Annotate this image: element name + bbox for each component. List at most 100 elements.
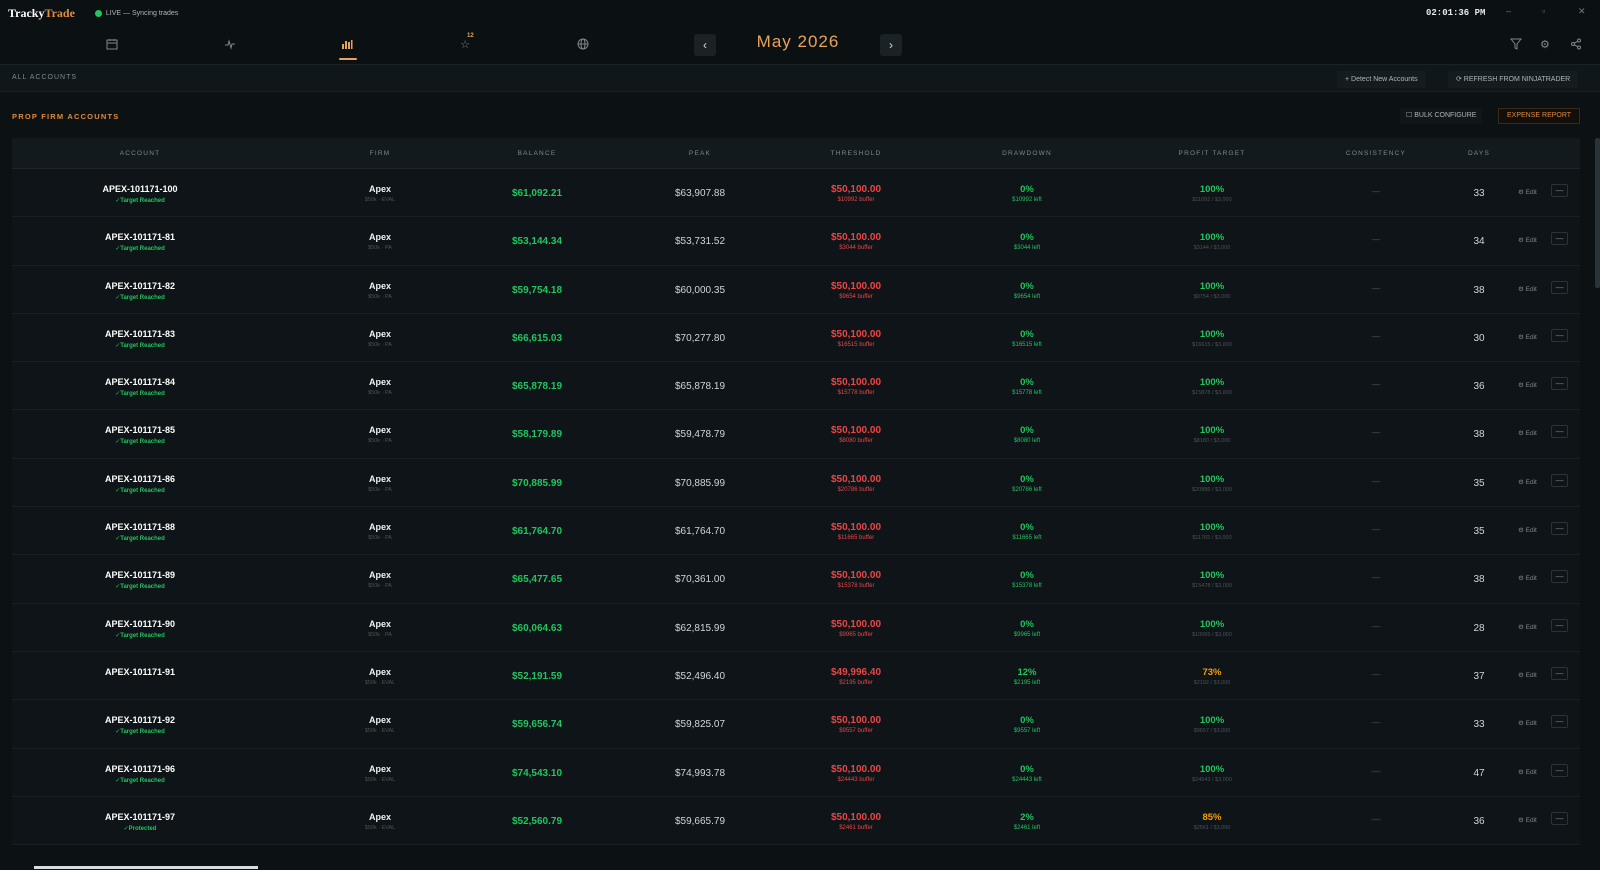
all-accounts-label: ALL ACCOUNTS: [12, 74, 78, 81]
table-row[interactable]: APEX-101171-81 ✓Target Reached Apex $50k · …: [12, 217, 1580, 266]
remove-button[interactable]: —: [1551, 280, 1568, 294]
table-row[interactable]: APEX-101171-90 ✓Target Reached Apex $50k · …: [12, 603, 1580, 652]
edit-button[interactable]: ⚙ Edit: [1518, 478, 1537, 486]
remove-button[interactable]: —: [1551, 618, 1568, 632]
firm-name: Apex: [368, 328, 392, 339]
edit-button[interactable]: ⚙ Edit: [1518, 189, 1537, 196]
filter-icon[interactable]: [1509, 38, 1523, 53]
prev-month-button[interactable]: ‹: [694, 34, 716, 56]
table-row[interactable]: APEX-101171-88 ✓Target Reached Apex $50k · …: [12, 507, 1580, 556]
calendar-icon[interactable]: [105, 38, 119, 52]
accounts-table: ACCOUNT FIRM BALANCE PEAK THRESHOLD DRAWDOWN P…: [12, 138, 1580, 846]
minimize-icon[interactable]: –: [1506, 6, 1512, 16]
balance-value: $66,615.03: [511, 332, 563, 344]
table-row[interactable]: APEX-101171-82 ✓Target Reached Apex $50k · …: [12, 265, 1580, 314]
drawdown-value: 0%: [1020, 280, 1034, 292]
column-header[interactable]: ACCOUNT: [119, 150, 161, 157]
remove-button[interactable]: —: [1551, 184, 1568, 197]
remove-button[interactable]: —: [1551, 666, 1568, 680]
peak-value: $65,878.19: [674, 381, 726, 393]
remove-button[interactable]: —: [1551, 570, 1568, 584]
column-header[interactable]: BALANCE: [517, 150, 557, 157]
threshold-value: $50,100.00: [830, 618, 882, 630]
remove-button[interactable]: —: [1551, 715, 1568, 729]
threshold-value: $50,100.00: [830, 473, 882, 485]
refresh-ninjatrader-button[interactable]: ⟳ REFRESH FROM NINJATRADER: [1448, 71, 1579, 88]
globe-icon[interactable]: [576, 38, 590, 52]
next-month-button[interactable]: ›: [880, 34, 902, 56]
account-status: ✓Target Reached: [115, 198, 165, 204]
expense-report-button[interactable]: EXPENSE REPORT: [1498, 108, 1581, 124]
drawdown-left: $15778 left: [1012, 390, 1042, 397]
close-icon[interactable]: ✕: [1578, 6, 1586, 16]
edit-button[interactable]: ⚙ Edit: [1518, 382, 1537, 390]
gear-icon[interactable]: ⚙: [1540, 39, 1550, 51]
accounts-chart-icon[interactable]: [340, 38, 354, 52]
scrollbar[interactable]: [1595, 138, 1600, 288]
remove-button[interactable]: —: [1551, 377, 1568, 391]
days-value: 35: [1473, 526, 1485, 538]
table-header: ACCOUNT FIRM BALANCE PEAK THRESHOLD DRAWDOWN P…: [12, 138, 1580, 169]
table-row[interactable]: APEX-101171-86 ✓Target Reached Apex $50k · …: [12, 458, 1580, 508]
edit-button[interactable]: ⚙ Edit: [1518, 575, 1537, 583]
remove-button[interactable]: —: [1551, 473, 1568, 487]
remove-button[interactable]: —: [1551, 328, 1568, 342]
table-row[interactable]: APEX-101171-89 ✓Target Reached Apex $50k · …: [12, 555, 1580, 604]
table-row[interactable]: APEX-101171-91 Apex $50k · EVAL $52,191.59 $…: [12, 651, 1580, 701]
profit-target-value: 100%: [1199, 763, 1225, 775]
edit-button[interactable]: ⚙ Edit: [1518, 285, 1537, 293]
column-header[interactable]: DAYS: [1467, 150, 1491, 157]
edit-button[interactable]: ⚙ Edit: [1518, 816, 1537, 824]
bulk-configure-button[interactable]: ☐ BULK CONFIGURE: [1400, 108, 1483, 124]
balance-value: $61,092.21: [511, 188, 563, 199]
column-header[interactable]: PEAK: [688, 150, 712, 157]
days-value: 30: [1473, 332, 1485, 344]
detect-accounts-button[interactable]: + Detect New Accounts: [1337, 71, 1426, 88]
edit-button[interactable]: ⚙ Edit: [1518, 623, 1537, 631]
column-header[interactable]: CONSISTENCY: [1345, 150, 1407, 157]
activity-icon[interactable]: [223, 38, 237, 52]
peak-value: $74,993.78: [674, 767, 726, 779]
profit-target-value: 100%: [1199, 473, 1225, 485]
account-name: APEX-101171-84: [104, 377, 176, 388]
threshold-value: $50,100.00: [830, 763, 882, 775]
edit-button[interactable]: ⚙ Edit: [1518, 720, 1537, 728]
threshold-buffer: $15378 buffer: [837, 583, 875, 590]
column-header[interactable]: DRAWDOWN: [1002, 150, 1052, 157]
edit-button[interactable]: ⚙ Edit: [1518, 671, 1537, 679]
remove-button[interactable]: —: [1551, 811, 1568, 825]
remove-button[interactable]: —: [1551, 522, 1568, 536]
edit-button[interactable]: ⚙ Edit: [1518, 237, 1537, 245]
threshold-buffer: $9965 buffer: [839, 631, 873, 638]
table-row[interactable]: APEX-101171-96 ✓Target Reached Apex $50k · …: [12, 748, 1580, 797]
table-row[interactable]: APEX-101171-85 ✓Target Reached Apex $50k · …: [12, 410, 1580, 459]
table-row[interactable]: APEX-101171-100 ✓Target Reached Apex $50k ·…: [12, 169, 1580, 218]
share-icon[interactable]: [1570, 38, 1582, 53]
star-icon[interactable]: ☆: [460, 39, 470, 51]
profit-target-value: 73%: [1202, 666, 1222, 678]
edit-button[interactable]: ⚙ Edit: [1518, 527, 1537, 535]
account-status: ✓Target Reached: [115, 294, 165, 301]
threshold-value: $50,100.00: [830, 811, 882, 823]
table-row[interactable]: APEX-101171-84 ✓Target Reached Apex $50k · …: [12, 362, 1580, 411]
column-header[interactable]: FIRM: [369, 150, 391, 157]
remove-button[interactable]: —: [1551, 425, 1568, 439]
firm-plan: $50k · PA: [368, 486, 392, 493]
edit-button[interactable]: ⚙ Edit: [1518, 768, 1537, 776]
remove-button[interactable]: —: [1551, 232, 1568, 246]
column-header[interactable]: PROFIT TARGET: [1178, 150, 1246, 157]
remove-button[interactable]: —: [1551, 763, 1568, 777]
edit-button[interactable]: ⚙ Edit: [1518, 430, 1537, 438]
title-bar: TrackyTrade LIVE — Syncing trades 02:01:…: [0, 0, 1600, 26]
table-row[interactable]: APEX-101171-92 ✓Target Reached Apex $50k · …: [12, 700, 1580, 749]
table-row[interactable]: APEX-101171-97 ✓Protected Apex $50k · EVAL $…: [12, 796, 1580, 846]
column-header[interactable]: THRESHOLD: [830, 150, 882, 157]
days-value: 37: [1473, 670, 1485, 682]
balance-value: $61,764.70: [511, 526, 563, 538]
profit-target-progress: $2561 / $3,000: [1193, 824, 1231, 831]
edit-button[interactable]: ⚙ Edit: [1518, 333, 1537, 341]
maximize-icon[interactable]: ▫: [1542, 6, 1546, 16]
horizontal-scrollbar[interactable]: [34, 866, 258, 869]
table-row[interactable]: APEX-101171-83 ✓Target Reached Apex $50k · …: [12, 313, 1580, 363]
profit-target-progress: $10065 / $3,000: [1192, 631, 1232, 638]
